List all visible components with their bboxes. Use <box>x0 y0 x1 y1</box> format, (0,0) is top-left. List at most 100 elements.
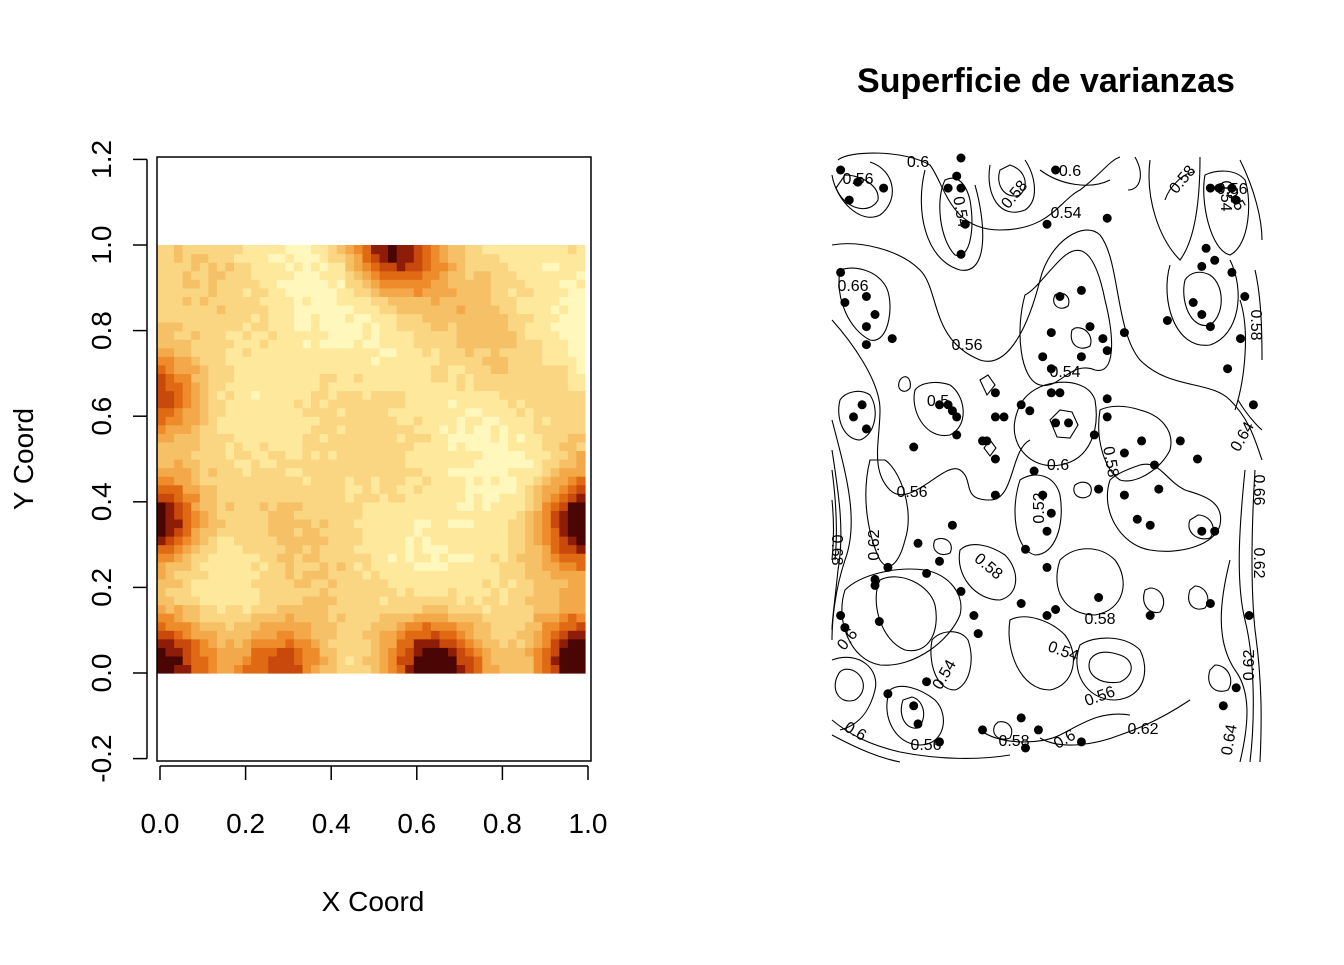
heatmap-cell <box>259 638 269 648</box>
heatmap-cell <box>499 536 509 546</box>
heatmap-cell <box>259 544 269 554</box>
heatmap-cell <box>191 527 201 537</box>
heatmap-cell <box>353 638 364 648</box>
heatmap-cell <box>396 270 406 280</box>
heatmap-cell <box>242 270 252 280</box>
heatmap-cell <box>165 467 175 477</box>
heatmap-cell <box>328 339 338 349</box>
heatmap-cell <box>276 407 286 417</box>
heatmap-cell <box>379 484 389 494</box>
heatmap-cell <box>182 595 192 606</box>
heatmap-cell <box>336 655 346 666</box>
data-point <box>1197 526 1207 536</box>
heatmap-cell <box>182 313 192 323</box>
data-point <box>1119 490 1129 500</box>
heatmap-cell <box>576 296 586 306</box>
heatmap-cell <box>576 527 586 537</box>
heatmap-cell <box>430 373 441 383</box>
heatmap-cell <box>525 527 535 537</box>
heatmap-cell <box>516 630 526 640</box>
heatmap-cell <box>405 424 415 434</box>
heatmap-cell <box>405 510 415 520</box>
heatmap-cell <box>448 339 458 349</box>
heatmap-cell <box>439 630 449 640</box>
heatmap-cell <box>413 459 423 469</box>
heatmap-cell <box>405 296 415 306</box>
heatmap-cell <box>379 313 389 323</box>
data-point <box>1046 388 1056 398</box>
heatmap-cell <box>542 416 552 426</box>
heatmap-cell <box>396 356 406 366</box>
heatmap-cell <box>405 647 415 657</box>
heatmap-cell <box>234 630 244 640</box>
heatmap-cell <box>388 604 398 614</box>
heatmap-cell <box>473 424 483 434</box>
heatmap-cell <box>396 467 406 477</box>
heatmap-cell <box>311 381 321 392</box>
heatmap-cell <box>182 647 192 657</box>
heatmap-cell <box>413 287 423 297</box>
heatmap-cell <box>388 553 398 563</box>
heatmap-cell <box>525 381 535 392</box>
heatmap-cell <box>576 655 586 666</box>
heatmap-cell <box>251 587 261 597</box>
heatmap-cell <box>550 287 560 297</box>
heatmap-cell <box>482 433 492 443</box>
heatmap-cell <box>157 313 167 323</box>
heatmap-cell <box>550 390 560 400</box>
heatmap-cell <box>234 493 244 503</box>
heatmap-cell <box>293 613 304 623</box>
heatmap-cell <box>439 561 449 571</box>
heatmap-cell <box>550 270 560 280</box>
heatmap-cell <box>482 613 492 623</box>
heatmap-cell <box>567 501 578 511</box>
heatmap-cell <box>199 621 209 631</box>
heatmap-cell <box>405 373 415 383</box>
heatmap-cell <box>550 373 560 383</box>
data-point <box>956 586 966 596</box>
heatmap-cell <box>388 407 398 417</box>
heatmap-cell <box>251 536 261 546</box>
heatmap-cell <box>405 270 415 280</box>
contour-line <box>838 390 876 441</box>
heatmap-cell <box>353 450 364 460</box>
heatmap-cell <box>430 578 441 588</box>
heatmap-cell <box>439 604 449 614</box>
heatmap-plot-frame <box>156 156 592 762</box>
data-point <box>1021 743 1030 753</box>
heatmap-cell <box>285 484 295 494</box>
heatmap-cell <box>242 322 252 332</box>
heatmap-cell <box>285 304 295 315</box>
contour-line <box>1166 259 1239 346</box>
heatmap-cell <box>490 570 500 580</box>
heatmap-cell <box>293 399 304 409</box>
heatmap-cell <box>430 587 441 597</box>
heatmap-cell <box>311 493 321 503</box>
heatmap-cell <box>259 399 269 409</box>
heatmap-cell <box>293 553 304 563</box>
heatmap-cell <box>567 245 578 255</box>
heatmap-cell <box>362 459 372 469</box>
heatmap-cell <box>208 518 218 529</box>
data-point <box>1223 364 1233 374</box>
data-point <box>1218 701 1228 711</box>
heatmap-cell <box>259 604 269 614</box>
heatmap-cell <box>225 467 235 477</box>
heatmap-cell <box>353 262 364 272</box>
heatmap-cell <box>396 587 406 597</box>
heatmap-cell <box>448 578 458 588</box>
heatmap-cell <box>353 518 364 529</box>
heatmap-cell <box>191 262 201 272</box>
heatmap-cell <box>353 630 364 640</box>
heatmap-cell <box>191 339 201 349</box>
heatmap-cell <box>362 253 372 263</box>
heatmap-cell <box>225 373 235 383</box>
heatmap-cell <box>465 364 475 374</box>
heatmap-cell <box>507 510 518 520</box>
data-point <box>1205 599 1215 608</box>
heatmap-cell <box>165 390 175 400</box>
contour-line <box>831 719 1011 759</box>
heatmap-cell <box>293 330 304 340</box>
heatmap-cell <box>311 424 321 434</box>
heatmap-cell <box>353 561 364 571</box>
